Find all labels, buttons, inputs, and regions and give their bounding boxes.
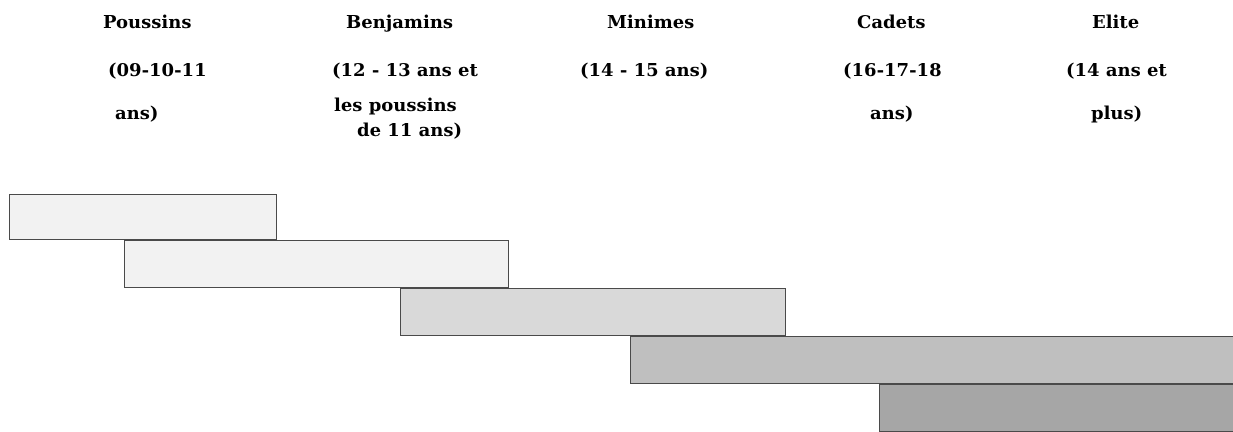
age-bar-benjamins bbox=[124, 240, 509, 288]
age-range-line: ans) bbox=[870, 103, 914, 124]
age-bar-cadets bbox=[630, 336, 1233, 384]
category-name: Elite bbox=[1092, 12, 1140, 33]
age-bar-poussins bbox=[9, 194, 277, 240]
category-name: Poussins bbox=[103, 12, 192, 33]
age-range-line: les poussins bbox=[334, 95, 457, 116]
age-range-line: (16-17-18 bbox=[843, 60, 942, 81]
category-name: Cadets bbox=[857, 12, 926, 33]
age-range-line: plus) bbox=[1091, 103, 1143, 124]
age-bar-minimes bbox=[400, 288, 786, 336]
age-range-line: (09-10-11 bbox=[108, 60, 207, 81]
category-name: Minimes bbox=[607, 12, 695, 33]
age-bar-elite bbox=[879, 384, 1233, 432]
age-range-line: (12 - 13 ans et bbox=[332, 60, 478, 81]
age-range-line: de 11 ans) bbox=[357, 120, 463, 141]
age-range-line: (14 ans et bbox=[1066, 60, 1167, 81]
age-range-line: (14 - 15 ans) bbox=[580, 60, 709, 81]
age-range-line: ans) bbox=[115, 103, 159, 124]
category-name: Benjamins bbox=[346, 12, 454, 33]
